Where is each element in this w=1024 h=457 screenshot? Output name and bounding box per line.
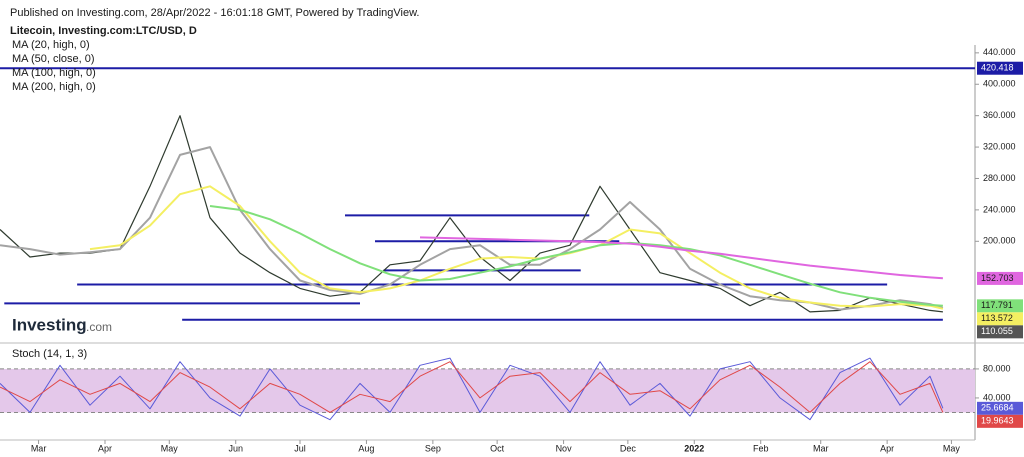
legend-entry: MA (50, close, 0): [12, 53, 95, 65]
y-tick-label: 240.000: [983, 204, 1016, 214]
price-label: [977, 299, 1023, 313]
chart-title: Litecoin, Investing.com:LTC/USD, D: [10, 25, 197, 37]
x-tick-label: May: [161, 443, 179, 453]
moving-average: [89, 185, 944, 310]
moving-average: [209, 205, 943, 307]
logo-suffix: .com: [86, 320, 112, 334]
y-tick-label: 280.000: [983, 173, 1016, 183]
price-label-text: 110.055: [981, 326, 1013, 336]
stoch-line: [0, 357, 944, 421]
x-tick-label: Nov: [556, 443, 573, 453]
publish-header: Published on Investing.com, 28/Apr/2022 …: [10, 7, 419, 19]
stoch-line: [0, 361, 944, 413]
x-tick-label: 2022: [684, 443, 704, 453]
x-tick-label: Mar: [31, 443, 47, 453]
price-label-text: 420.418: [981, 63, 1014, 73]
x-tick-label: Apr: [98, 443, 112, 453]
legend-entry: MA (20, high, 0): [12, 39, 90, 51]
price-label: [977, 325, 1023, 339]
x-tick-label: Sep: [425, 443, 441, 453]
price-label-text: 25.6684: [981, 403, 1014, 413]
x-tick-label: Mar: [813, 443, 829, 453]
legend-entry: MA (100, high, 0): [12, 67, 96, 79]
x-tick-label: May: [943, 443, 961, 453]
price-line: [0, 115, 943, 313]
x-tick-label: Jun: [228, 443, 243, 453]
y-tick-label: 360.000: [983, 110, 1016, 120]
legend-entry: MA (200, high, 0): [12, 81, 96, 93]
price-label-text: 19.9643: [981, 416, 1014, 426]
y2-tick-label: 40.000: [983, 392, 1011, 402]
y-tick-label: 320.000: [983, 141, 1016, 151]
price-label: [977, 312, 1023, 326]
x-tick-label: Aug: [358, 443, 374, 453]
x-tick-label: Dec: [620, 443, 637, 453]
price-label-text: 117.791: [981, 300, 1013, 310]
price-label-text: 113.572: [981, 313, 1013, 323]
price-label-text: 152.703: [981, 273, 1014, 283]
x-tick-label: Feb: [753, 443, 769, 453]
price-label: [977, 414, 1023, 428]
stoch-band: [0, 368, 975, 413]
price-label: [977, 271, 1023, 285]
indicator-title: Stoch (14, 1, 3): [12, 348, 87, 360]
y-tick-label: 200.000: [983, 236, 1016, 246]
x-tick-label: Oct: [490, 443, 505, 453]
y-tick-label: 400.000: [983, 79, 1016, 89]
logo-name: Investing: [12, 315, 87, 334]
x-tick-label: Apr: [880, 443, 894, 453]
price-label: [977, 61, 1023, 75]
x-tick-label: Jul: [294, 443, 306, 453]
y-tick-label: 440.000: [983, 47, 1016, 57]
price-label: [977, 401, 1023, 415]
moving-average: [419, 236, 943, 280]
y2-tick-label: 80.000: [983, 363, 1011, 373]
